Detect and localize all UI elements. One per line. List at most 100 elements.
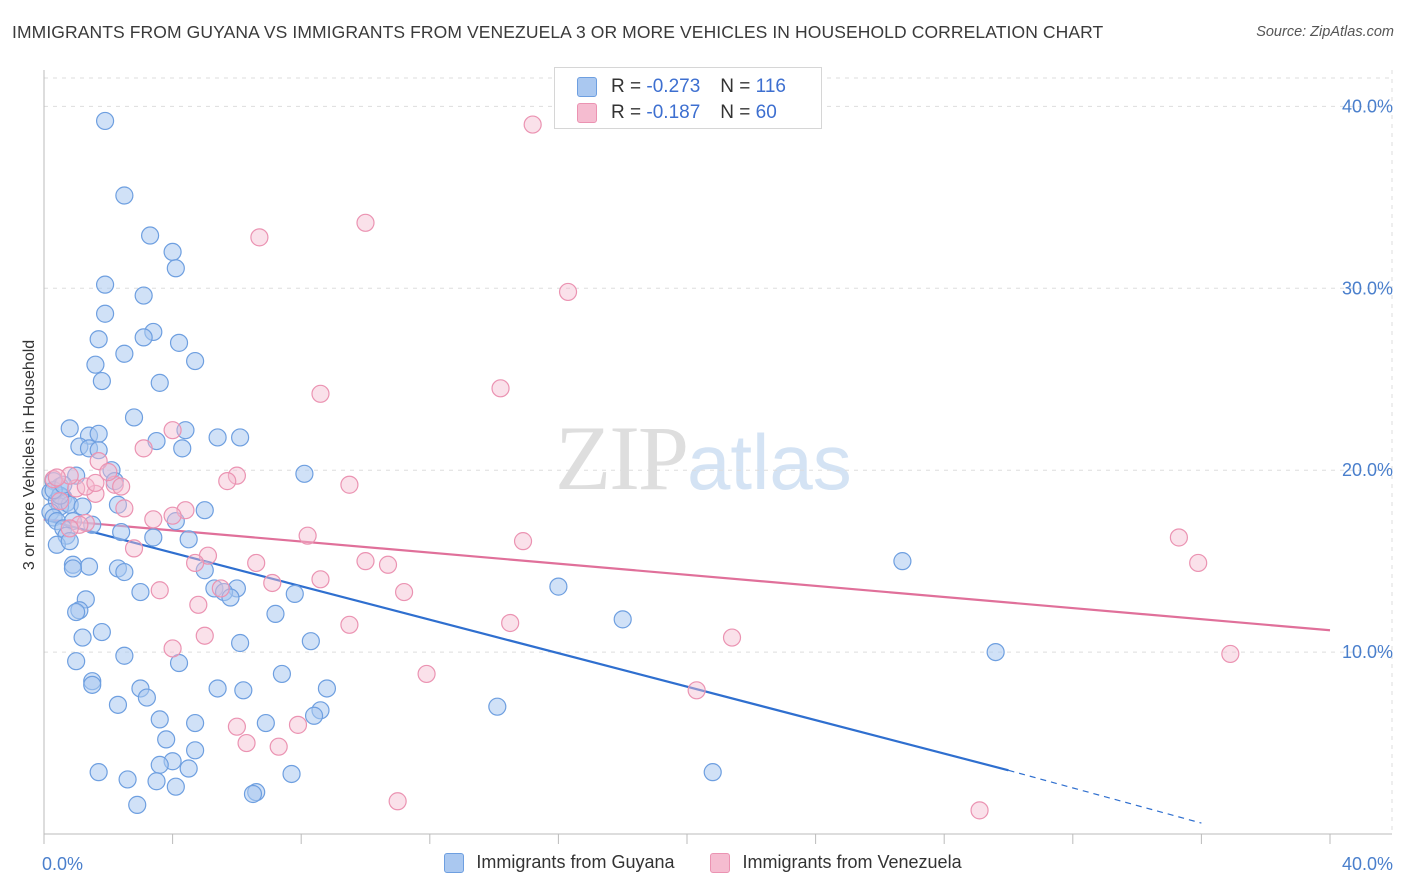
venezuela-point: [298, 526, 317, 545]
guyana-point: [173, 439, 192, 458]
guyana-point: [89, 424, 108, 443]
venezuela-point: [124, 539, 144, 558]
venezuela-point: [1189, 553, 1208, 573]
guyana-point: [243, 784, 263, 804]
venezuela-point: [227, 717, 246, 736]
guyana-point: [134, 286, 153, 305]
guyana-point: [95, 275, 115, 294]
x-tick-label: 40.0%: [1342, 854, 1393, 874]
guyana-point: [163, 242, 182, 262]
guyana-point: [195, 501, 214, 520]
guyana-point: [613, 610, 632, 629]
guyana-point: [231, 633, 250, 653]
venezuela-n-value: 60: [755, 102, 777, 123]
guyana-n-label: N =: [720, 76, 751, 97]
venezuela-point: [247, 553, 266, 573]
guyana-point: [115, 344, 134, 363]
guyana-point: [208, 679, 227, 698]
guyana-point: [317, 679, 337, 698]
guyana-point: [115, 646, 134, 665]
guyana-point: [131, 582, 150, 602]
venezuela-points: [44, 115, 1240, 820]
guyana-point: [169, 333, 189, 352]
venezuela-point: [250, 228, 269, 247]
venezuela-point: [356, 213, 375, 232]
venezuela-point: [86, 484, 105, 503]
guyana-point: [179, 530, 198, 549]
guyana-point: [208, 428, 227, 447]
guyana-point: [89, 330, 108, 349]
guyana-point: [231, 428, 250, 447]
guyana-point: [488, 697, 507, 716]
guyana-point: [83, 515, 102, 534]
watermark-atlas: atlas: [687, 418, 852, 506]
venezuela-point: [340, 615, 359, 634]
legend-item-guyana[interactable]: Immigrants from Guyana: [444, 852, 674, 873]
tick-labels: 10.0% 20.0% 30.0% 40.0% 0.0% 40.0%: [42, 96, 1393, 874]
guyana-point: [79, 557, 99, 576]
guyana-point: [89, 763, 108, 782]
venezuela-point: [1169, 528, 1188, 547]
venezuela-swatch: [577, 103, 597, 123]
x-tick-label: 0.0%: [42, 854, 83, 874]
venezuela-point: [134, 439, 153, 458]
guyana-r-label: R =: [611, 76, 642, 97]
guyana-point: [150, 710, 169, 729]
guyana-point: [86, 355, 105, 374]
y-tick-label: 20.0%: [1342, 460, 1393, 480]
venezuela-point: [70, 515, 89, 534]
guyana-point: [166, 259, 185, 278]
y-tick-label: 30.0%: [1342, 278, 1393, 298]
venezuela-point: [378, 555, 398, 574]
venezuela-legend-swatch: [710, 852, 731, 873]
legend-item-venezuela[interactable]: Immigrants from Venezuela: [710, 852, 962, 873]
venezuela-point: [970, 801, 989, 820]
venezuela-r-label: R =: [611, 102, 642, 123]
guyana-point: [150, 755, 169, 774]
guyana-point: [128, 795, 147, 814]
guyana-point: [166, 777, 185, 796]
guyana-point: [95, 304, 115, 323]
guyana-point: [186, 741, 205, 760]
venezuela-point: [189, 595, 208, 614]
venezuela-point: [195, 626, 214, 645]
guyana-point: [179, 759, 198, 778]
venezuela-point: [47, 468, 66, 487]
guyana-point: [221, 588, 240, 607]
guyana-point: [186, 351, 205, 371]
venezuela-point: [263, 573, 282, 593]
guyana-point: [272, 664, 292, 684]
guyana-trend-extension: [1008, 769, 1202, 824]
venezuela-trend-line: [43, 518, 1331, 632]
chart-source: Source: ZipAtlas.com: [1256, 24, 1394, 40]
guyana-point: [92, 622, 111, 642]
guyana-point: [134, 328, 153, 347]
venezuela-point: [523, 115, 542, 134]
guyana-point: [186, 713, 205, 733]
venezuela-point: [311, 384, 330, 403]
y-axis-label: 3 or more Vehicles in Household: [21, 339, 38, 571]
legend-row-guyana: R = -0.273 N = 116: [577, 75, 786, 99]
guyana-point: [108, 695, 128, 714]
guyana-point: [295, 464, 314, 483]
venezuela-point: [417, 664, 436, 684]
guyana-point: [73, 628, 92, 647]
guyana-legend-label: Immigrants from Guyana: [476, 852, 675, 872]
guyana-point: [60, 532, 79, 551]
guyana-point: [703, 763, 722, 782]
guyana-swatch: [577, 77, 597, 97]
guyana-legend-swatch: [444, 852, 465, 873]
venezuela-point: [388, 792, 407, 811]
guyana-point: [144, 528, 163, 547]
venezuela-point: [288, 715, 308, 734]
grid-lines: [44, 70, 1393, 834]
guyana-point: [60, 419, 79, 438]
guyana-point: [549, 577, 568, 596]
venezuela-point: [112, 477, 131, 496]
guyana-point: [83, 675, 102, 694]
guyana-point: [893, 552, 912, 571]
venezuela-point: [60, 519, 79, 538]
guyana-point: [63, 559, 83, 578]
series-legend: Immigrants from Guyana Immigrants from V…: [0, 852, 1406, 873]
